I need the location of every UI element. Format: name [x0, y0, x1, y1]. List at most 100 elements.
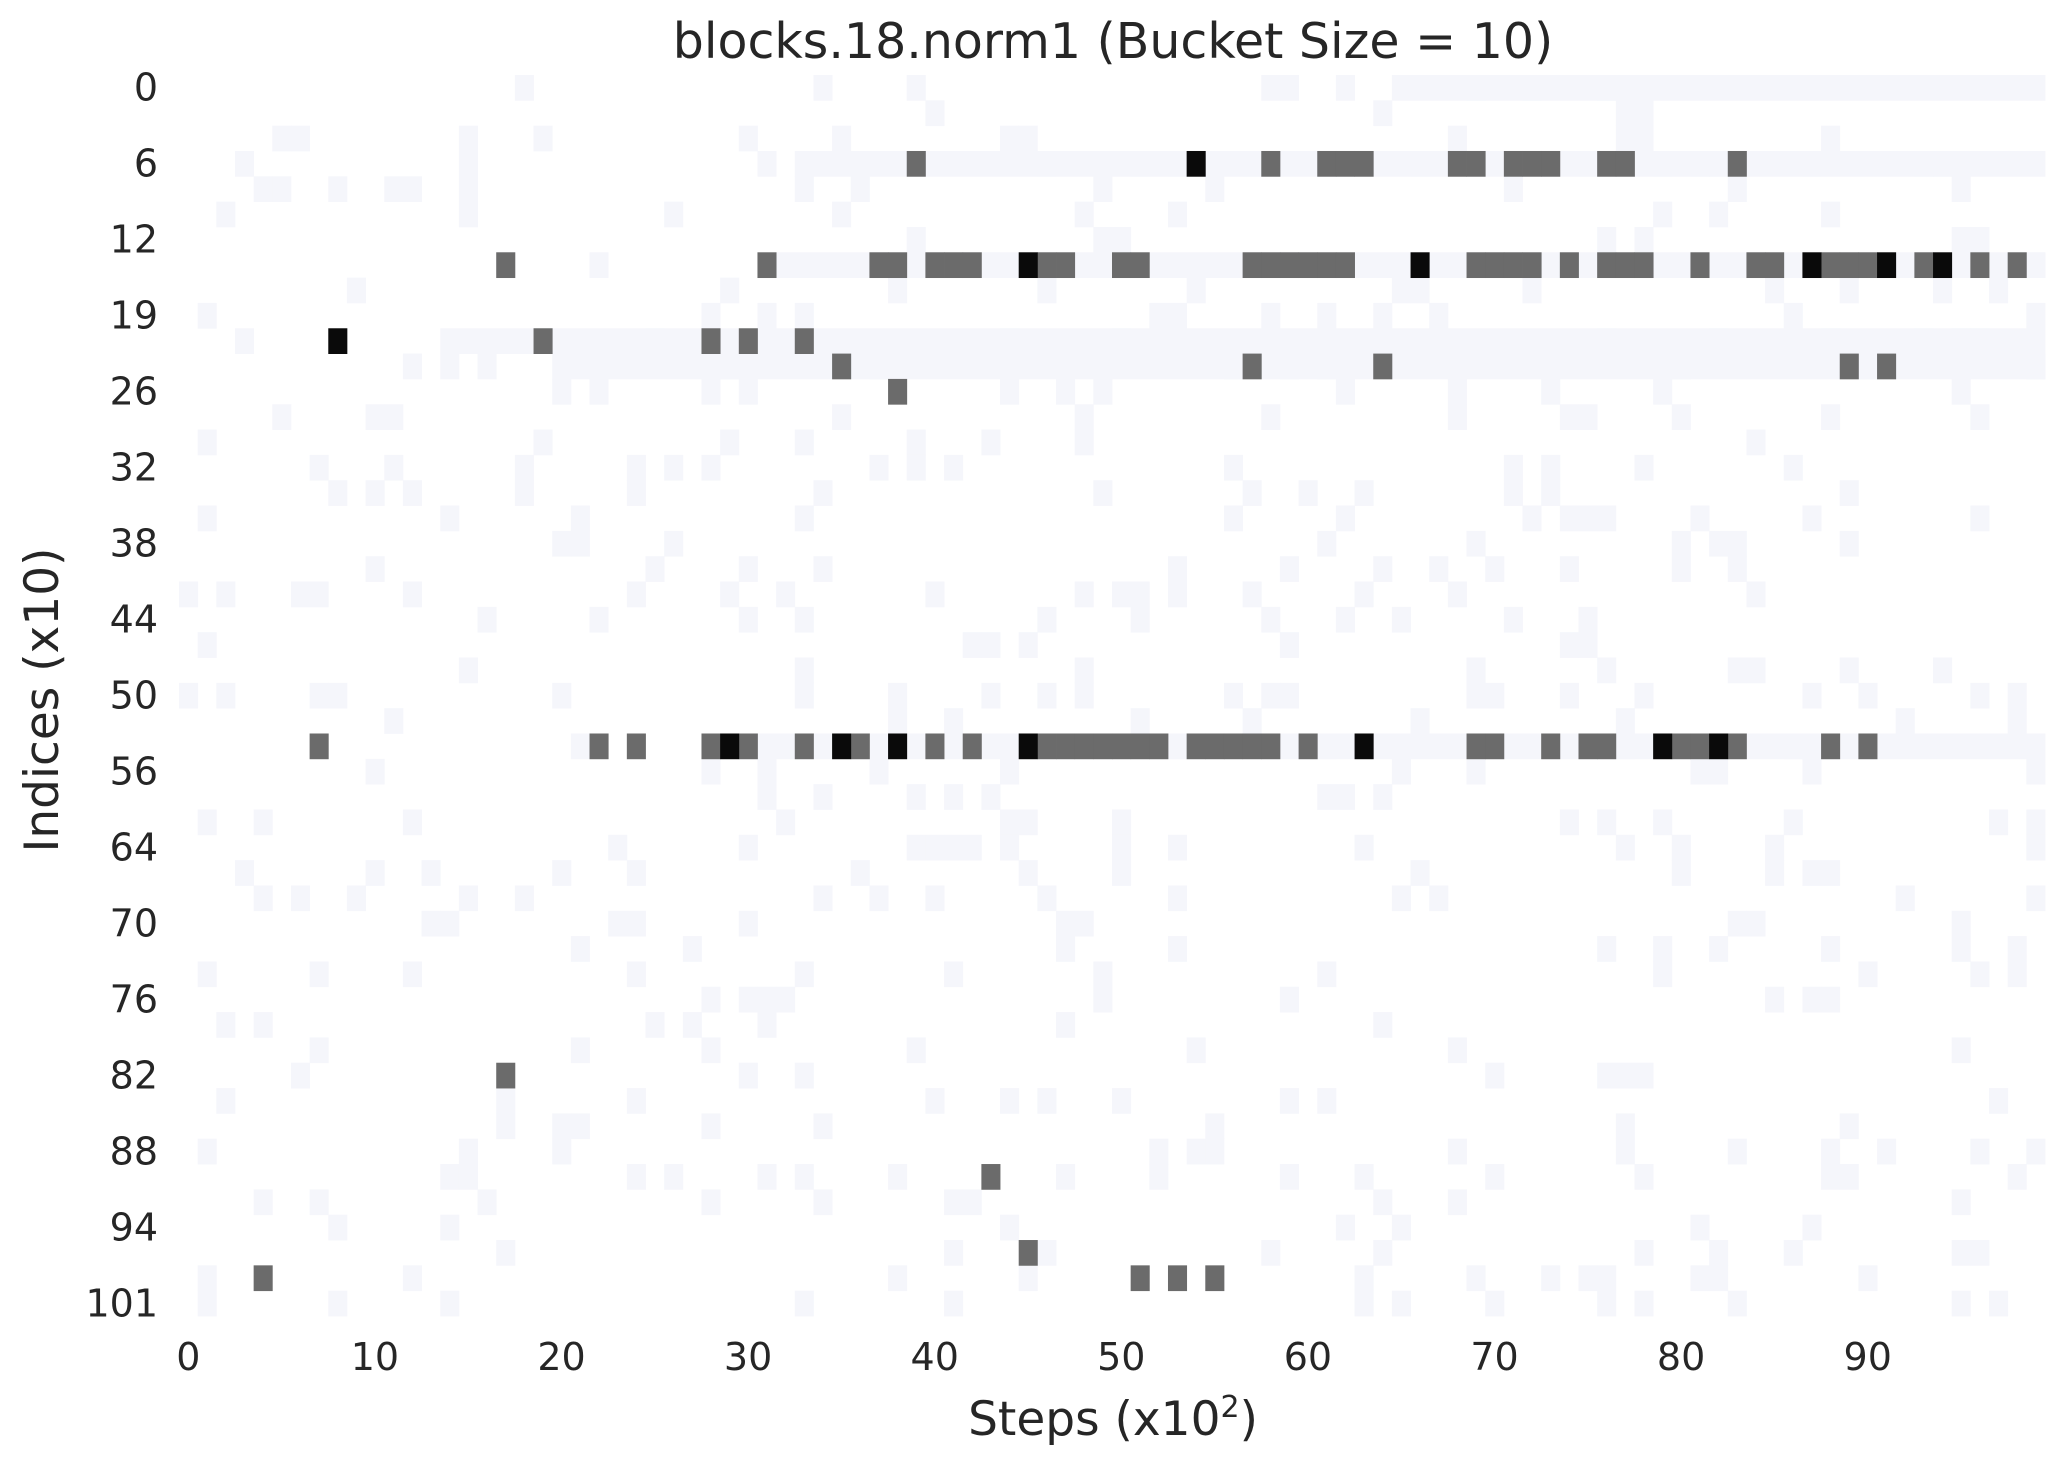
heatmap-cell-medium [1559, 252, 1579, 279]
heatmap-cell-faint [1447, 125, 1467, 152]
heatmap-cell-faint [552, 1138, 572, 1165]
heatmap-cell-medium [944, 252, 964, 279]
heatmap-cell-faint [1112, 226, 1132, 253]
heatmap-cell-faint [981, 682, 1001, 709]
x-axis-label: Steps (x102) [968, 1390, 1258, 1447]
heatmap-cell-faint [197, 1290, 217, 1317]
heatmap-cell-faint [1485, 1290, 1505, 1317]
heatmap-cell-faint [1727, 556, 1747, 582]
heatmap-cell-medium [701, 733, 721, 760]
heatmap-cell-faint [1037, 277, 1057, 304]
heatmap-cell-medium [1597, 150, 1617, 177]
heatmap-cell-faint [216, 682, 236, 709]
heatmap-cell-faint [1559, 682, 1579, 709]
heatmap-cell-faint [1821, 404, 1841, 430]
heatmap-cell-faint [925, 834, 945, 861]
heatmap-cell-faint [197, 632, 217, 658]
heatmap-cell-faint [1951, 226, 1971, 253]
heatmap-cell-faint [272, 176, 292, 203]
heatmap-cell-faint [1354, 1164, 1374, 1190]
heatmap-cell-faint [197, 809, 217, 836]
heatmap-cell-faint [570, 505, 590, 532]
heatmap-cell-faint [1634, 1062, 1654, 1089]
heatmap-cell-medium [1205, 733, 1225, 760]
heatmap-cell-medium [1335, 150, 1355, 177]
heatmap-cell-faint [1093, 226, 1113, 253]
heatmap-cell-high [720, 733, 740, 760]
heatmap-cell-medium [1522, 252, 1542, 279]
heatmap-cell-medium [1261, 150, 1281, 177]
heatmap-cell-faint [1839, 530, 1859, 557]
heatmap-cell-faint [1802, 986, 1822, 1013]
heatmap-cell-faint [2007, 708, 2027, 734]
heatmap-cell-faint [570, 1037, 590, 1064]
heatmap-cell-faint [440, 1164, 460, 1190]
heatmap-cell-faint [1037, 1240, 1057, 1266]
heatmap-cell-faint [570, 936, 590, 962]
heatmap-cell-faint [832, 125, 852, 152]
heatmap-cell-medium [1317, 150, 1337, 177]
heatmap-cell-faint [1671, 530, 1691, 557]
heatmap-cell-high [1410, 252, 1430, 279]
heatmap-cell-faint [1335, 1214, 1355, 1241]
heatmap-cell-medium [757, 252, 777, 279]
heatmap-cell-faint [1130, 708, 1150, 734]
heatmap-cell-faint [402, 581, 422, 608]
heatmap-cell-faint [309, 581, 329, 608]
heatmap-cell-faint [925, 100, 945, 127]
heatmap-cell-faint [1447, 1138, 1467, 1165]
heatmap-cell-faint [1727, 176, 1747, 203]
heatmap-cell-medium [1261, 252, 1281, 279]
heatmap-cell-faint [626, 910, 646, 937]
heatmap-cell-faint [1242, 581, 1262, 608]
heatmap-cell-faint [682, 1012, 702, 1038]
heatmap-cell-faint [1410, 708, 1430, 734]
heatmap-cell-faint [1391, 885, 1411, 912]
heatmap-cell-faint [738, 910, 758, 937]
heatmap-cell-faint [888, 277, 908, 304]
heatmap-cell-faint [1727, 530, 1747, 557]
heatmap-cell-medium [1112, 733, 1132, 760]
heatmap-cell-faint [682, 936, 702, 962]
heatmap-cell-faint [2026, 758, 2046, 785]
heatmap-cell-faint [552, 1113, 572, 1140]
heatmap-cell-high [1653, 733, 1673, 760]
heatmap-cell-faint [1354, 1265, 1374, 1292]
heatmap-cell-medium [1503, 252, 1523, 279]
heatmap-cell-faint [701, 378, 721, 405]
heatmap-cell-medium [1765, 252, 1785, 279]
heatmap-cell-faint [272, 125, 292, 152]
x-tick-label: 70 [1470, 1335, 1518, 1379]
heatmap-cell-medium [253, 1265, 273, 1292]
heatmap-cell-faint [813, 1189, 833, 1216]
heatmap-cell-medium [1839, 252, 1859, 279]
heatmap-cell-faint [328, 176, 348, 203]
heatmap-cell-faint [179, 581, 199, 608]
heatmap-cell-faint [1485, 1062, 1505, 1089]
heatmap-cell-faint [1970, 682, 1990, 709]
heatmap-cell-faint [944, 1290, 964, 1317]
heatmap-cell-high [1709, 733, 1729, 760]
heatmap-cell-faint [1093, 961, 1113, 988]
heatmap-cell-faint [1037, 606, 1057, 633]
heatmap-cell-medium [309, 733, 329, 760]
heatmap-cell-faint [589, 378, 609, 405]
heatmap-cell-faint [757, 1164, 777, 1190]
y-tick-label: 64 [110, 826, 158, 870]
heatmap-cell-faint [813, 885, 833, 912]
heatmap-cell-medium [1522, 150, 1542, 177]
heatmap-cell-faint [1802, 1214, 1822, 1241]
x-tick-label: 80 [1657, 1335, 1705, 1379]
x-tick-label: 20 [537, 1335, 585, 1379]
heatmap-cell-high [1877, 252, 1897, 279]
heatmap-cell-faint [1970, 1138, 1990, 1165]
y-tick-label: 76 [110, 977, 158, 1021]
heatmap-cell-faint [813, 1113, 833, 1140]
heatmap-cell-faint [1242, 480, 1262, 506]
heatmap-cell-faint [1018, 632, 1038, 658]
heatmap-cell-faint [1373, 1189, 1393, 1216]
y-tick-label: 12 [110, 218, 158, 262]
heatmap-cell-faint [1746, 910, 1766, 937]
heatmap-cell-faint [906, 784, 926, 810]
heatmap-cell-faint [626, 1164, 646, 1190]
